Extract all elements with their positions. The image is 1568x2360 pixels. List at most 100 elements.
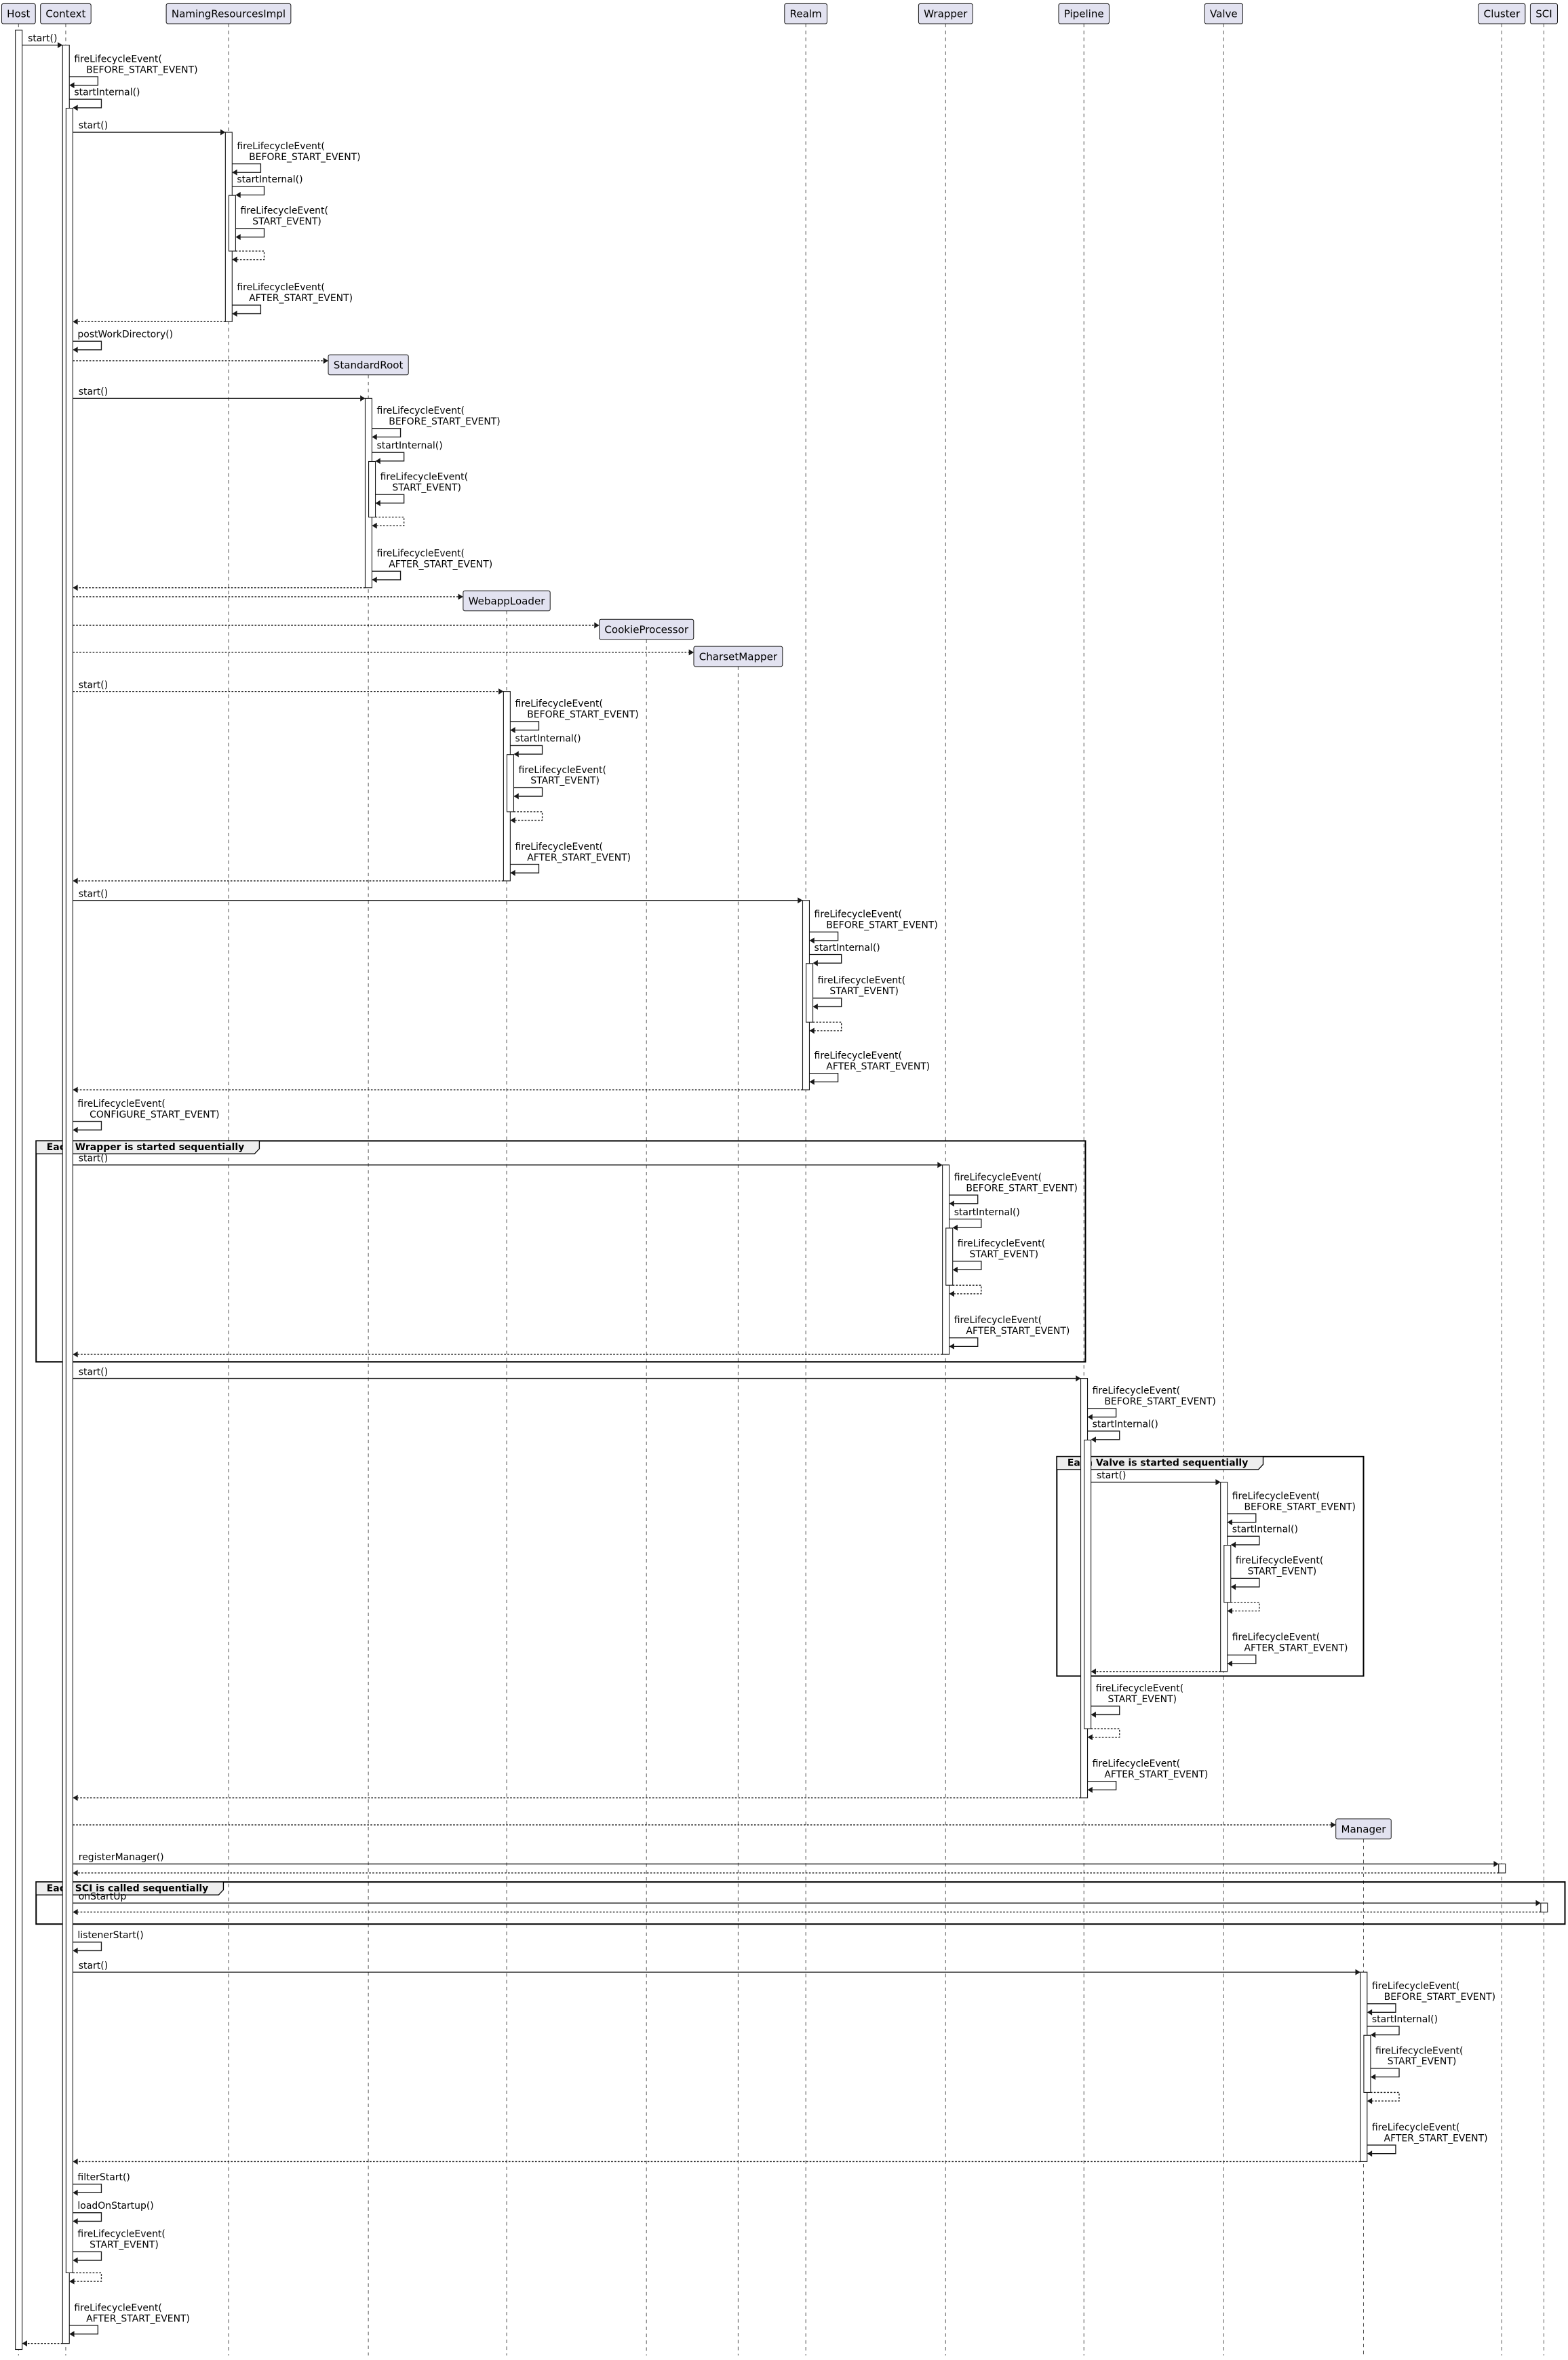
participant-box — [463, 590, 551, 612]
arrowhead-icon — [232, 169, 237, 176]
message-selfret — [510, 811, 543, 824]
participant-box — [1478, 3, 1526, 24]
arrowhead-icon — [375, 458, 380, 465]
message-label: startInternal() — [74, 87, 140, 98]
participant-box — [165, 3, 292, 24]
message-self: fireLifecycleEvent(START_EVENT) — [375, 472, 468, 507]
self-message-line — [235, 250, 265, 260]
participant-box — [1, 3, 36, 24]
message-selfret — [809, 1021, 842, 1034]
activation-bar-host — [15, 29, 23, 2351]
arrowhead-icon — [1227, 1660, 1232, 1667]
message-label: BEFORE_START_EVENT) — [1104, 1396, 1215, 1407]
message-self: fireLifecycleEvent(BEFORE_START_EVENT) — [232, 141, 361, 176]
message-self: fireLifecycleEvent(AFTER_START_EVENT) — [809, 1050, 930, 1085]
message-self: filterStart() — [73, 2172, 130, 2196]
arrowhead-icon — [1493, 1861, 1499, 1867]
arrowhead-icon — [235, 234, 241, 240]
self-message-line — [372, 452, 405, 462]
arrowhead-icon — [594, 622, 600, 629]
participant-charset-mapper: CharsetMapper — [693, 646, 783, 667]
message-return — [73, 1794, 1081, 1801]
arrowhead-icon — [232, 256, 237, 263]
message-label: BEFORE_START_EVENT) — [389, 416, 501, 427]
arrowhead-icon — [498, 688, 504, 695]
message-self: fireLifecycleEvent(AFTER_START_EVENT) — [372, 549, 492, 583]
message-self: fireLifecycleEvent(START_EVENT) — [1091, 1683, 1183, 1718]
message-self: fireLifecycleEvent(BEFORE_START_EVENT) — [949, 1172, 1078, 1207]
arrowhead-icon — [1355, 1969, 1360, 1975]
message-label: postWorkDirectory() — [77, 329, 173, 340]
arrowhead-icon — [952, 1224, 958, 1231]
arrowhead-icon — [1230, 1584, 1236, 1590]
message-return — [73, 318, 226, 325]
arrowhead-icon — [22, 2340, 27, 2347]
message-selfret — [69, 2272, 102, 2285]
participant-box — [1335, 1818, 1392, 1840]
activations — [15, 29, 1548, 2351]
activation-bar-webapp-loader — [506, 754, 515, 812]
activation-bar-cluster — [1498, 1863, 1506, 1874]
participant-box — [599, 618, 694, 640]
activation-bar-pipeline — [1084, 1439, 1092, 1729]
arrowhead-icon — [1370, 2074, 1376, 2081]
message-self: fireLifecycleEvent(AFTER_START_EVENT) — [69, 2302, 190, 2338]
message-label: AFTER_START_EVENT) — [86, 2313, 190, 2324]
message-self: startInternal() — [232, 174, 303, 198]
group-label: Each Valve is started sequentially — [1067, 1458, 1248, 1469]
arrowhead-icon — [73, 585, 78, 591]
activation-bar-sci — [1540, 1902, 1548, 1913]
message-label: AFTER_START_EVENT) — [249, 293, 353, 304]
arrowhead-icon — [809, 937, 815, 944]
arrowhead-icon — [1227, 1608, 1232, 1614]
message-label: start() — [79, 1154, 108, 1164]
message-self: fireLifecycleEvent(START_EVENT) — [952, 1238, 1045, 1273]
arrowhead-icon — [73, 1794, 78, 1801]
message-return — [73, 585, 366, 591]
participant-sci: SCI — [1529, 3, 1558, 24]
activation-bar-standard-root — [368, 460, 376, 518]
message-label: START_EVENT) — [1388, 2056, 1457, 2067]
self-message-line — [812, 998, 842, 1008]
message-self: fireLifecycleEvent(START_EVENT) — [513, 765, 606, 800]
participant-valve: Valve — [1204, 3, 1243, 24]
participant-name: Context — [45, 8, 85, 20]
message-label: BEFORE_START_EVENT) — [966, 1183, 1078, 1194]
message-label: fireLifecycleEvent( — [380, 472, 468, 483]
self-message-line — [1230, 1602, 1260, 1612]
message-self: fireLifecycleEvent(BEFORE_START_EVENT) — [69, 54, 198, 89]
message-create — [73, 1822, 1336, 1828]
activation-bar-realm — [806, 963, 814, 1023]
arrowhead-icon — [73, 1909, 78, 1915]
message-selfret — [1227, 1602, 1260, 1614]
message-label: fireLifecycleEvent( — [1232, 1632, 1320, 1643]
message-label: fireLifecycleEvent( — [954, 1172, 1042, 1183]
arrowhead-icon — [360, 395, 366, 401]
message-label: fireLifecycleEvent( — [77, 1099, 165, 1109]
arrowhead-icon — [513, 793, 519, 800]
activation-bar-manager — [1363, 2034, 1371, 2093]
message-label: fireLifecycleEvent( — [74, 54, 161, 64]
message-label: startInternal() — [1372, 2014, 1438, 2025]
group-frame: Each SCI is called sequentially — [35, 1881, 1566, 1925]
message-label: AFTER_START_EVENT) — [527, 852, 631, 863]
message-label: BEFORE_START_EVENT) — [527, 709, 639, 720]
arrowhead-icon — [73, 878, 78, 884]
message-self: fireLifecycleEvent(START_EVENT) — [812, 975, 905, 1010]
message-label: fireLifecycleEvent( — [515, 699, 602, 709]
self-message-line — [949, 1337, 979, 1348]
message-self: fireLifecycleEvent(AFTER_START_EVENT) — [232, 282, 353, 317]
arrowhead-icon — [73, 1086, 78, 1093]
group-frame: Each Valve is started sequentially — [1056, 1455, 1365, 1677]
message-label: AFTER_START_EVENT) — [389, 559, 492, 570]
participant-host: Host — [1, 3, 36, 24]
message-label: fireLifecycleEvent( — [237, 141, 324, 152]
message-label: AFTER_START_EVENT) — [1384, 2133, 1488, 2144]
message-self: startInternal() — [69, 87, 140, 111]
arrowhead-icon — [73, 2158, 78, 2165]
self-message-line — [69, 98, 102, 109]
message-label: start() — [79, 1366, 108, 1377]
arrowhead-icon — [1227, 1519, 1232, 1526]
messages: start()fireLifecycleEvent(BEFORE_START_E… — [22, 33, 1541, 2347]
